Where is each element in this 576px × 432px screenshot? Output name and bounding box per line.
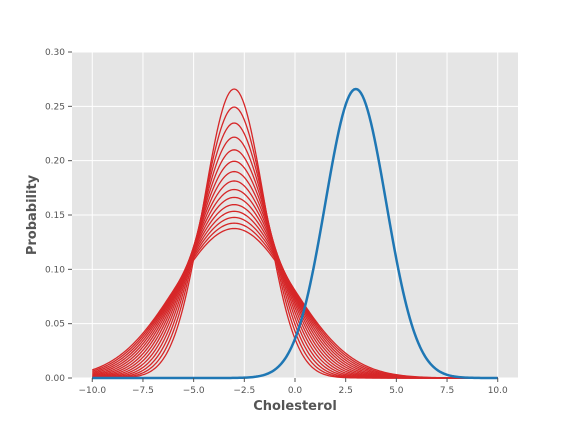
red-density-curve <box>92 227 498 379</box>
x-tick-label: 7.5 <box>440 386 454 396</box>
y-tick-label: 0.10 <box>45 265 65 275</box>
y-tick-label: 0.15 <box>45 211 65 221</box>
y-tick-label: 0.05 <box>45 320 65 330</box>
x-tick-label: 10.0 <box>488 386 508 396</box>
x-tick-label: −2.5 <box>233 386 255 396</box>
curves <box>92 87 498 380</box>
x-tick-label: −7.5 <box>132 386 154 396</box>
x-tick-label: 2.5 <box>339 386 353 396</box>
tick-labels: −10.0 −7.5 −5.0 −2.5 0.0 2.5 5.0 7.5 10.0 0.00 0.0… <box>45 48 508 396</box>
y-axis-label: Probability <box>25 174 40 255</box>
x-axis-label: Cholesterol <box>253 399 337 414</box>
y-tick-label: 0.25 <box>45 102 65 112</box>
x-tick-label: 5.0 <box>389 386 404 396</box>
y-tick-label: 0.30 <box>45 48 65 58</box>
x-tick-label: −5.0 <box>183 386 205 396</box>
x-tick-label: 0.0 <box>288 386 303 396</box>
target-density-curve <box>92 87 498 380</box>
x-tick-label: −10.0 <box>78 386 106 396</box>
y-tick-label: 0.20 <box>45 157 65 167</box>
y-tick-label: 0.00 <box>45 374 65 384</box>
